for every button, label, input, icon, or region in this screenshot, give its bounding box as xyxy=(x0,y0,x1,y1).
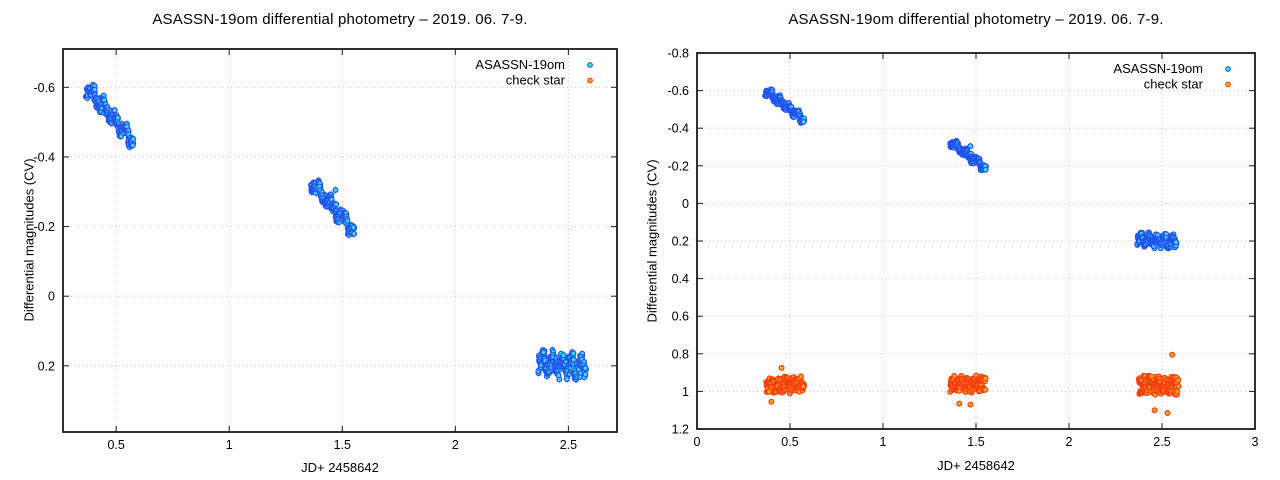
x-tick-label: 1.5 xyxy=(334,438,351,452)
x-axis-label: JD+ 2458642 xyxy=(937,458,1015,473)
series-points-asassn-19om xyxy=(762,86,1180,252)
error-bars-asassn-19om xyxy=(85,80,587,384)
data-point xyxy=(582,371,589,378)
series-points-asassn-19om xyxy=(82,81,589,383)
x-tick-label: 2.5 xyxy=(560,438,577,452)
data-point xyxy=(570,356,577,363)
data-point xyxy=(1169,351,1176,358)
chart-title: ASASSN-19om differential photometry – 20… xyxy=(152,11,528,28)
data-point xyxy=(130,136,137,143)
chart-panel-right: ASASSN-19om differential photometry – 20… xyxy=(640,0,1280,480)
x-tick-label: 1.5 xyxy=(967,435,984,449)
legend-label: ASASSN-19om xyxy=(1113,61,1203,76)
data-point xyxy=(778,364,785,371)
plot-frame xyxy=(62,48,618,433)
series-points-check-star xyxy=(763,351,1182,417)
data-point xyxy=(570,350,577,357)
y-tick-label: -0.4 xyxy=(33,150,55,164)
data-point xyxy=(333,201,340,208)
y-tick-label: 0 xyxy=(48,290,55,304)
x-tick-label: 0.5 xyxy=(781,435,798,449)
data-point xyxy=(967,401,974,408)
data-point xyxy=(555,372,562,379)
y-tick-label: -0.4 xyxy=(667,122,689,136)
data-point xyxy=(582,365,589,372)
legend-label: ASASSN-19om xyxy=(475,57,565,72)
chart-panel-left: ASASSN-19om differential photometry – 20… xyxy=(22,11,618,475)
data-point xyxy=(129,142,136,149)
legend-marker xyxy=(587,77,593,84)
y-tick-label: 0.2 xyxy=(38,359,55,373)
data-point xyxy=(351,230,358,237)
y-tick-label: -0.6 xyxy=(33,81,55,95)
data-point xyxy=(768,398,775,405)
data-point xyxy=(951,372,958,379)
legend-marker xyxy=(587,62,593,68)
legend-marker xyxy=(1225,81,1231,88)
data-point xyxy=(1164,410,1171,417)
scatter-plot-right: 0 0.5 1 1.5 2 2.5 3 -0.8 -0.6 -0.4 -0.2 0 0.2 0.4 0.6 0… xyxy=(667,47,1259,450)
data-point xyxy=(982,386,989,393)
x-axis-label: JD+ 2458642 xyxy=(301,460,379,475)
data-point xyxy=(560,352,567,359)
x-tick-label: 0 xyxy=(694,435,701,449)
x-tick-label: 3 xyxy=(1252,435,1259,449)
data-point xyxy=(1175,383,1182,390)
y-tick-label: -0.6 xyxy=(667,84,689,98)
legend-label: check star xyxy=(1144,77,1204,92)
chart-title: ASASSN-19om differential photometry – 20… xyxy=(788,11,1164,28)
data-point xyxy=(91,86,98,93)
y-tick-label: 0.6 xyxy=(672,310,689,324)
data-point xyxy=(540,349,547,356)
data-point xyxy=(563,376,570,383)
plot-frame xyxy=(696,52,1256,430)
y-tick-label: 0.2 xyxy=(672,235,689,249)
data-point xyxy=(967,143,974,150)
x-tick-label: 1 xyxy=(226,438,233,452)
x-tick-label: 2.5 xyxy=(1153,435,1170,449)
y-tick-label: 1.2 xyxy=(672,423,689,437)
data-point xyxy=(1151,407,1158,414)
data-point xyxy=(114,114,121,121)
y-tick-label: -0.2 xyxy=(33,220,55,234)
data-point xyxy=(982,166,989,173)
data-point xyxy=(1172,239,1179,246)
x-tick-label: 2 xyxy=(1066,435,1073,449)
y-tick-label: -0.8 xyxy=(667,47,689,61)
data-point xyxy=(798,373,805,380)
x-tick-label: 2 xyxy=(452,438,459,452)
x-tick-label: 0.5 xyxy=(107,438,124,452)
error-bars-asassn-19om xyxy=(764,87,1177,251)
legend-label: check star xyxy=(506,73,566,88)
y-tick-label: 0.8 xyxy=(672,347,689,361)
data-point xyxy=(332,187,339,194)
y-tick-label: 1 xyxy=(682,385,689,399)
data-point xyxy=(800,383,807,390)
data-point xyxy=(956,400,963,407)
data-point xyxy=(982,375,989,382)
data-point xyxy=(1174,388,1181,395)
data-point xyxy=(800,118,807,125)
y-tick-label: 0 xyxy=(682,197,689,211)
data-point xyxy=(1175,377,1182,384)
y-tick-label: 0.4 xyxy=(672,272,689,286)
scatter-plot-left: 0.5 1 1.5 2 2.5 -0.6 -0.4 -0.2 0 0.2 ASASSN-19omch… xyxy=(33,48,618,452)
x-tick-label: 1 xyxy=(880,435,887,449)
y-tick-label: -0.2 xyxy=(667,159,689,173)
legend-marker xyxy=(1225,66,1231,72)
data-point xyxy=(350,224,357,231)
